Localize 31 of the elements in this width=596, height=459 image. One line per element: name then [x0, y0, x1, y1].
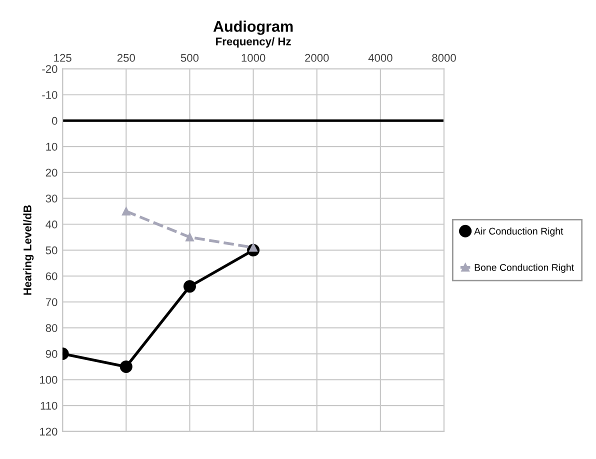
x-tick-label: 500	[180, 54, 199, 62]
point	[120, 360, 132, 373]
y-tick-label: 100	[40, 376, 58, 384]
y-tick-label: -10	[42, 91, 58, 99]
y-tick-label: 40	[46, 220, 58, 228]
y-tick-label: 80	[46, 324, 58, 332]
y-tick-label: 10	[46, 142, 58, 151]
y-tick-label: 120	[40, 428, 58, 436]
x-tick-label: 2000	[305, 54, 329, 62]
x-tick-label: 1000	[242, 54, 266, 62]
y-tick-label: 70	[46, 298, 58, 306]
legend-label: Bone Conduction Right	[474, 264, 574, 273]
point	[122, 207, 130, 216]
y-tick-label: -20	[42, 65, 58, 73]
y-tick-label: 20	[46, 168, 58, 177]
chart-title: Audiogram	[213, 20, 293, 35]
point	[183, 280, 196, 293]
x-axis-title: Frequency/ Hz	[216, 37, 291, 48]
y-tick-label: 30	[46, 194, 58, 202]
x-tick-label: 250	[117, 54, 135, 62]
legend-label: Air Conduction Right	[474, 227, 564, 237]
x-tick-label: 125	[54, 54, 72, 62]
y-tick-label: 60	[46, 272, 58, 280]
y-tick-label: 110	[40, 402, 58, 410]
x-tick-label: 4000	[368, 54, 392, 62]
y-tick-label: 90	[46, 350, 58, 358]
y-axis-title: Hearing Level/dB	[23, 205, 34, 295]
y-tick-label: 0	[52, 116, 58, 125]
y-tick-label: 50	[46, 246, 58, 254]
x-tick-label: 8000	[432, 54, 456, 62]
point	[186, 233, 194, 242]
